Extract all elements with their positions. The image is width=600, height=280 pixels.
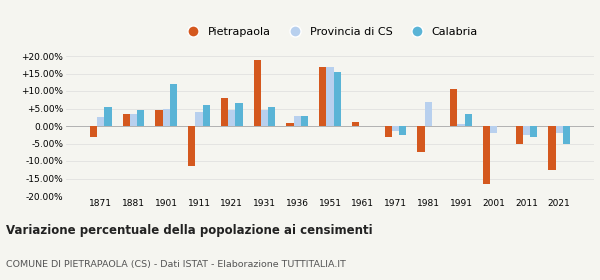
Bar: [155, 110, 163, 126]
Bar: [464, 114, 472, 126]
Bar: [293, 115, 301, 126]
Bar: [483, 126, 490, 184]
Bar: [130, 114, 137, 126]
Bar: [163, 109, 170, 126]
Bar: [326, 67, 334, 126]
Bar: [425, 102, 432, 126]
Bar: [123, 114, 130, 126]
Bar: [188, 126, 196, 166]
Bar: [319, 67, 326, 126]
Bar: [352, 122, 359, 126]
Bar: [90, 126, 97, 137]
Bar: [203, 105, 210, 126]
Bar: [228, 110, 235, 126]
Bar: [235, 103, 242, 126]
Bar: [418, 126, 425, 152]
Bar: [450, 89, 457, 126]
Bar: [334, 72, 341, 126]
Legend: Pietrapaola, Provincia di CS, Calabria: Pietrapaola, Provincia di CS, Calabria: [178, 22, 482, 41]
Bar: [254, 60, 261, 126]
Bar: [457, 124, 464, 126]
Bar: [530, 126, 537, 137]
Bar: [556, 126, 563, 133]
Bar: [104, 107, 112, 126]
Bar: [261, 110, 268, 126]
Bar: [268, 107, 275, 126]
Bar: [563, 126, 570, 143]
Bar: [137, 110, 145, 126]
Text: Variazione percentuale della popolazione ai censimenti: Variazione percentuale della popolazione…: [6, 224, 373, 237]
Bar: [385, 126, 392, 137]
Text: COMUNE DI PIETRAPAOLA (CS) - Dati ISTAT - Elaborazione TUTTITALIA.IT: COMUNE DI PIETRAPAOLA (CS) - Dati ISTAT …: [6, 260, 346, 269]
Bar: [170, 84, 177, 126]
Bar: [392, 126, 399, 131]
Bar: [301, 115, 308, 126]
Bar: [523, 126, 530, 135]
Bar: [286, 123, 293, 126]
Bar: [97, 117, 104, 126]
Bar: [490, 126, 497, 133]
Bar: [548, 126, 556, 170]
Bar: [515, 126, 523, 143]
Bar: [399, 126, 406, 135]
Bar: [196, 112, 203, 126]
Bar: [221, 98, 228, 126]
